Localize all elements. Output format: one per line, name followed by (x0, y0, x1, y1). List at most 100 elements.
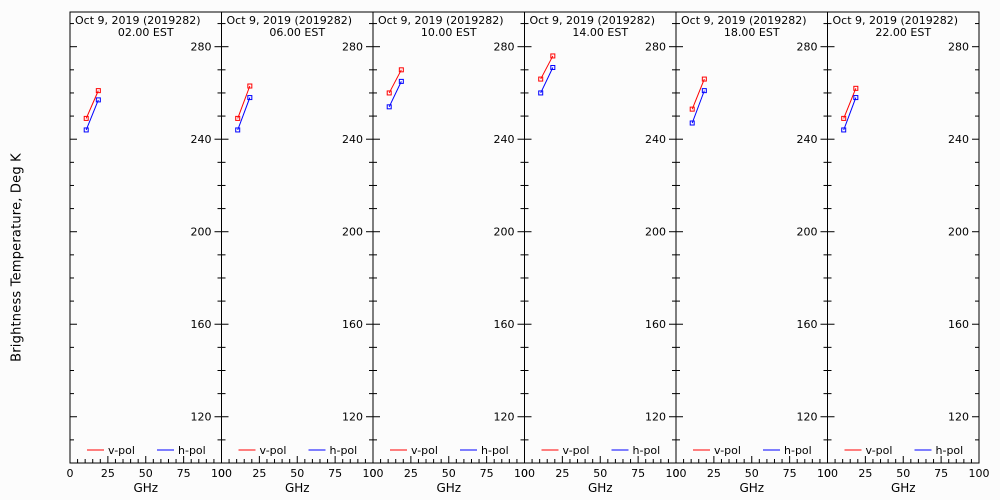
data-point-v-pol (701, 76, 707, 82)
data-point-h-pol (689, 120, 695, 126)
x-tick-label: 100 (817, 467, 838, 480)
panel-subtitle: 14.00 EST (572, 26, 628, 39)
x-tick-label: 25 (404, 467, 418, 480)
y-tick-label: 120 (645, 411, 666, 424)
panel-subtitle: 22.00 EST (875, 26, 931, 39)
series-line-v-pol (691, 78, 705, 110)
series-line-h-pol (237, 97, 251, 131)
y-tick-label: 240 (645, 133, 666, 146)
series-line-h-pol (843, 97, 857, 131)
y-tick-label: 160 (191, 318, 212, 331)
x-tick-label: 75 (328, 467, 342, 480)
series-line-h-pol (388, 81, 402, 108)
data-point-h-pol (386, 104, 392, 110)
data-point-v-pol (386, 90, 392, 96)
y-tick-label: 160 (342, 318, 363, 331)
y-tick-label: 120 (342, 411, 363, 424)
data-point-h-pol (841, 127, 847, 133)
x-tick-label: 0 (673, 467, 680, 480)
legend-label: v-pol (411, 444, 438, 457)
panel-subtitle: 18.00 EST (724, 26, 780, 39)
series-line-v-pol (843, 88, 857, 119)
x-axis-label: GHz (739, 481, 764, 495)
y-tick-label: 120 (948, 411, 969, 424)
data-point-v-pol (841, 115, 847, 121)
x-tick-label: 50 (442, 467, 456, 480)
y-tick-label: 240 (948, 133, 969, 146)
data-point-v-pol (398, 67, 404, 73)
legend-label: v-pol (563, 444, 590, 457)
x-tick-label: 50 (139, 467, 153, 480)
x-tick-label: 75 (631, 467, 645, 480)
x-tick-label: 50 (593, 467, 607, 480)
x-axis-label: GHz (436, 481, 461, 495)
data-point-h-pol (550, 65, 556, 71)
x-tick-label: 25 (858, 467, 872, 480)
x-tick-label: 100 (514, 467, 535, 480)
y-tick-label: 120 (191, 411, 212, 424)
x-axis-label: GHz (891, 481, 916, 495)
panel-title: Oct 9, 2019 (2019282) (833, 14, 959, 27)
legend-label: h-pol (784, 444, 812, 457)
data-point-v-pol (95, 88, 101, 94)
panel-title: Oct 9, 2019 (2019282) (378, 14, 504, 27)
y-tick-label: 160 (797, 318, 818, 331)
panel-subtitle: 10.00 EST (421, 26, 477, 39)
x-tick-label: 100 (666, 467, 687, 480)
y-tick-label: 280 (494, 41, 515, 54)
series-line-h-pol (540, 67, 554, 94)
x-tick-label: 50 (745, 467, 759, 480)
y-tick-label: 240 (494, 133, 515, 146)
data-point-v-pol (83, 115, 89, 121)
y-tick-label: 120 (494, 411, 515, 424)
x-tick-label: 50 (896, 467, 910, 480)
x-tick-label: 100 (211, 467, 232, 480)
x-tick-label: 100 (969, 467, 990, 480)
x-tick-label: 75 (783, 467, 797, 480)
x-tick-label: 75 (177, 467, 191, 480)
series-line-v-pol (237, 85, 251, 119)
x-tick-label: 25 (707, 467, 721, 480)
data-point-h-pol (235, 127, 241, 133)
x-tick-label: 25 (252, 467, 266, 480)
x-tick-label: 0 (67, 467, 74, 480)
x-axis-label: GHz (285, 481, 310, 495)
panel-title: Oct 9, 2019 (2019282) (75, 14, 201, 27)
y-tick-label: 200 (494, 226, 515, 239)
data-point-h-pol (701, 88, 707, 94)
y-tick-label: 240 (342, 133, 363, 146)
x-tick-label: 75 (480, 467, 494, 480)
data-point-h-pol (853, 95, 859, 101)
y-tick-label: 280 (191, 41, 212, 54)
x-tick-label: 0 (824, 467, 831, 480)
x-axis-label: GHz (588, 481, 613, 495)
series-line-h-pol (85, 99, 99, 131)
series-line-h-pol (691, 90, 705, 124)
data-point-v-pol (550, 53, 556, 59)
y-tick-label: 120 (797, 411, 818, 424)
y-tick-label: 200 (797, 226, 818, 239)
legend-label: v-pol (260, 444, 287, 457)
data-point-h-pol (95, 97, 101, 103)
panel-title: Oct 9, 2019 (2019282) (227, 14, 353, 27)
legend-label: v-pol (108, 444, 135, 457)
series-line-v-pol (540, 55, 554, 80)
data-point-v-pol (853, 85, 859, 91)
y-tick-label: 280 (342, 41, 363, 54)
y-tick-label: 200 (948, 226, 969, 239)
x-tick-label: 25 (555, 467, 569, 480)
y-tick-label: 160 (948, 318, 969, 331)
legend-label: h-pol (178, 444, 206, 457)
x-tick-label: 25 (101, 467, 115, 480)
legend-label: v-pol (866, 444, 893, 457)
panel-subtitle: 02.00 EST (118, 26, 174, 39)
series-line-v-pol (388, 69, 402, 94)
y-tick-label: 280 (797, 41, 818, 54)
y-tick-label: 240 (191, 133, 212, 146)
y-tick-label: 160 (645, 318, 666, 331)
legend-label: h-pol (481, 444, 509, 457)
y-tick-label: 200 (342, 226, 363, 239)
x-tick-label: 0 (370, 467, 377, 480)
x-tick-label: 50 (290, 467, 304, 480)
data-point-v-pol (689, 106, 695, 112)
